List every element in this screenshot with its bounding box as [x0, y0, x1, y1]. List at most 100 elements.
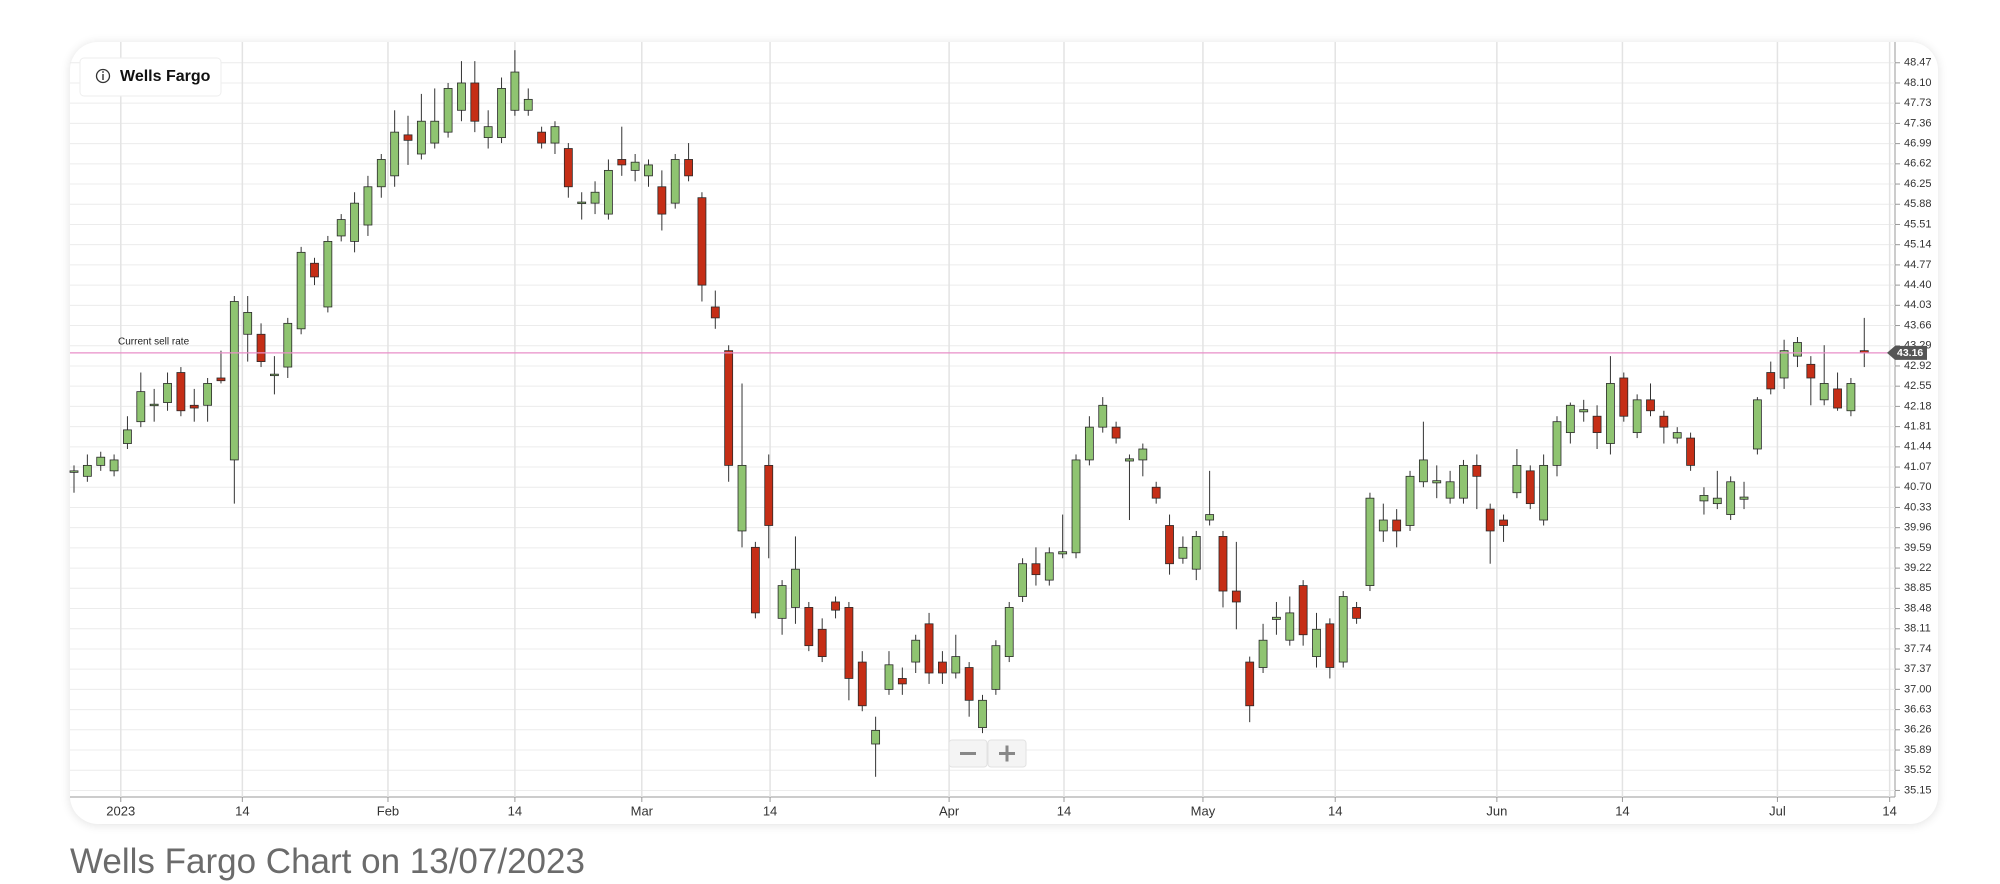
candle-body [1646, 399, 1655, 412]
candle-body [1485, 508, 1495, 532]
y-tick-label: 42.92 [1904, 360, 1932, 372]
candle-body [1258, 639, 1268, 668]
candle-body [1004, 607, 1014, 657]
candle-body [283, 322, 293, 368]
y-tick-label: 40.33 [1904, 501, 1932, 513]
y-tick-label: 45.88 [1904, 198, 1932, 210]
y-tick-label: 46.99 [1904, 138, 1932, 150]
y-tick-label: 41.07 [1904, 461, 1932, 473]
candle-body [831, 601, 840, 611]
candle-body [296, 251, 306, 330]
candle-body [1312, 628, 1321, 657]
candle-body [1178, 546, 1188, 559]
candle-body [684, 159, 693, 177]
candle-body [216, 377, 226, 382]
x-tick-label: 14 [1615, 803, 1629, 818]
y-tick-label: 46.62 [1904, 158, 1932, 170]
legend-box [79, 57, 222, 97]
candle-body [69, 470, 79, 473]
candle-body [951, 656, 961, 674]
candle-body [964, 667, 974, 701]
candle-body [323, 241, 333, 308]
candle-body [1125, 458, 1134, 462]
candle-body [1766, 372, 1776, 390]
y-tick-label: 39.59 [1904, 542, 1932, 554]
candle-body [938, 661, 947, 674]
candle-body [430, 120, 440, 144]
candle-body [350, 202, 359, 242]
candle-body [1338, 596, 1348, 663]
info-icon [102, 71, 104, 73]
candle-body [243, 312, 253, 335]
candle-body [1058, 551, 1068, 555]
candle-body [1365, 497, 1375, 586]
y-tick-label: 44.77 [1904, 259, 1932, 271]
candle-body [176, 372, 186, 412]
candle-body [1352, 607, 1361, 619]
candle-body [82, 464, 92, 477]
candle-body [817, 628, 827, 657]
candle-body [1445, 481, 1455, 499]
candle-body [1712, 497, 1722, 505]
candle-body [1245, 661, 1255, 707]
candle-body [1793, 342, 1802, 357]
candle-body [336, 219, 346, 237]
y-tick-label: 45.51 [1904, 218, 1932, 230]
y-tick-label: 39.22 [1904, 562, 1932, 574]
candle-body [1632, 399, 1642, 434]
y-tick-label: 44.40 [1904, 279, 1932, 291]
candle-body [149, 403, 159, 407]
candle-body [750, 546, 760, 614]
candle-body [884, 664, 894, 690]
candle-body [1619, 377, 1629, 417]
y-tick-label: 48.47 [1904, 57, 1932, 69]
x-tick-label: 14 [1057, 803, 1071, 818]
x-tick-label: Jun [1486, 803, 1507, 818]
y-tick-label: 43.66 [1904, 319, 1932, 331]
candle-body [403, 134, 413, 141]
x-tick-label: 14 [763, 803, 777, 818]
candle-body [256, 333, 266, 362]
candle-body [497, 88, 506, 139]
candle-body [1659, 415, 1669, 428]
y-tick-label: 47.36 [1904, 117, 1932, 129]
candle-body [1726, 481, 1736, 515]
zoom-controls[interactable] [948, 739, 1027, 768]
candle-body [1031, 563, 1041, 576]
candle-body [109, 459, 119, 472]
y-tick-label: 38.11 [1904, 623, 1931, 635]
y-tick-label: 36.63 [1904, 703, 1932, 715]
y-tick-label: 41.44 [1904, 441, 1932, 453]
x-tick-label: Feb [377, 803, 399, 818]
candle-body [777, 585, 787, 619]
y-tick-label: 45.14 [1904, 239, 1932, 251]
candle-body [1672, 432, 1682, 439]
info-icon [95, 68, 111, 84]
candle-body [604, 169, 613, 215]
candle-body [1592, 415, 1602, 434]
candle-body [537, 131, 547, 144]
price-badge [1887, 345, 1927, 360]
y-tick-label: 37.37 [1904, 663, 1932, 675]
candle-body [189, 404, 199, 409]
y-tick-label: 37.74 [1904, 643, 1932, 655]
candle-body [1565, 404, 1575, 434]
candle-body [978, 699, 987, 729]
legend-label: Wells Fargo [120, 68, 211, 85]
candle-body [523, 98, 533, 111]
candle-body [1472, 464, 1482, 477]
candles [69, 50, 1895, 777]
candle-body [724, 350, 734, 466]
y-tick-label: 47.73 [1904, 97, 1932, 109]
candle-body [1699, 495, 1709, 502]
x-tick-label: 14 [1328, 803, 1342, 818]
candle-body [510, 71, 520, 111]
candle-body [1325, 623, 1335, 668]
candle-body [670, 159, 680, 204]
candle-body [617, 159, 627, 166]
candle-body [630, 161, 640, 171]
candle-body [1392, 519, 1402, 532]
candle-body [1459, 464, 1468, 499]
candle-body [1432, 480, 1442, 484]
candle-body [1111, 426, 1121, 439]
